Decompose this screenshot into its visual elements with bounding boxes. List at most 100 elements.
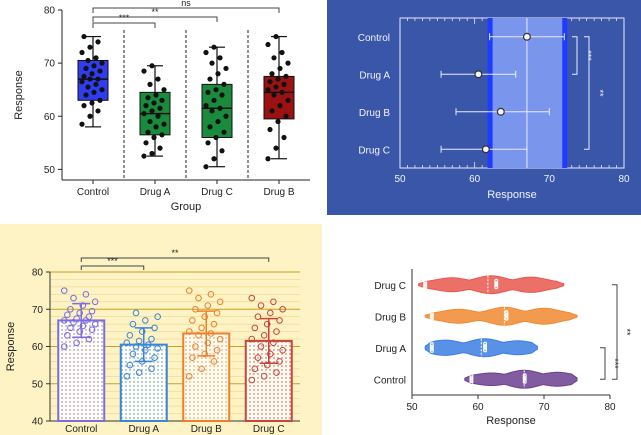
significance-bracket bbox=[80, 265, 145, 270]
errorbar-panel: Control Drug A Drug B Drug C 50 60 70 80 Respons… bbox=[327, 0, 641, 215]
data-point bbox=[149, 108, 155, 114]
data-point bbox=[87, 44, 93, 50]
data-point bbox=[91, 89, 97, 95]
data-point bbox=[429, 349, 434, 354]
data-point bbox=[129, 320, 137, 328]
data-point bbox=[76, 309, 84, 317]
data-point bbox=[275, 76, 281, 82]
boxplot-panel: 50 60 70 80 Control Drug A Drug C Drug B Respons… bbox=[0, 0, 320, 215]
data-point bbox=[83, 92, 89, 98]
data-point bbox=[73, 315, 80, 322]
y-tick-label: Drug A bbox=[375, 344, 406, 355]
data-point bbox=[263, 320, 271, 328]
data-point bbox=[143, 103, 149, 109]
data-point bbox=[185, 373, 193, 380]
x-tick-label: 70 bbox=[544, 174, 556, 185]
data-point bbox=[219, 148, 225, 154]
data-point bbox=[263, 361, 271, 369]
y-tick-label: Drug B bbox=[375, 312, 406, 323]
x-tick-label: 80 bbox=[618, 174, 630, 185]
data-point bbox=[95, 39, 101, 45]
data-point bbox=[203, 103, 209, 109]
data-point bbox=[141, 346, 149, 354]
data-point bbox=[429, 346, 434, 351]
data-point bbox=[285, 97, 291, 103]
data-point bbox=[70, 294, 77, 302]
data-point bbox=[270, 298, 277, 306]
data-point bbox=[138, 358, 146, 365]
data-point bbox=[483, 341, 488, 346]
data-point bbox=[89, 71, 95, 77]
violin-panel: 50 60 70 80 Response Drug C Drug B Drug A Contro… bbox=[327, 224, 641, 435]
data-point bbox=[88, 326, 96, 334]
data-point bbox=[260, 332, 268, 339]
data-point bbox=[429, 315, 434, 320]
data-point bbox=[213, 87, 219, 93]
significance-label: *** bbox=[610, 358, 620, 369]
data-point bbox=[266, 309, 274, 317]
data-point bbox=[251, 365, 259, 373]
data-point bbox=[135, 369, 143, 376]
data-point bbox=[504, 312, 509, 317]
data-point bbox=[76, 328, 84, 335]
data-point bbox=[248, 335, 256, 343]
y-tick-label: 80 bbox=[32, 268, 44, 279]
data-point bbox=[93, 55, 99, 61]
chart-svg: 40 50 60 70 80 Control Drug A Drug B Drug C Respo… bbox=[5, 248, 300, 435]
y-axis-title: Response bbox=[13, 70, 25, 120]
significance-label: ** bbox=[151, 7, 159, 17]
data-point bbox=[219, 92, 225, 98]
y-tick-label: Control bbox=[374, 375, 406, 386]
data-point bbox=[209, 108, 215, 114]
data-point bbox=[161, 87, 167, 93]
y-tick-label: 40 bbox=[32, 417, 44, 428]
data-point bbox=[141, 153, 147, 159]
data-point bbox=[95, 76, 101, 82]
data-point bbox=[123, 373, 131, 380]
data-point bbox=[185, 287, 193, 294]
data-point bbox=[271, 92, 277, 98]
x-tick-label: 50 bbox=[394, 174, 406, 185]
significance-label: *** bbox=[583, 50, 593, 61]
significance-bracket bbox=[612, 284, 618, 380]
data-point bbox=[87, 113, 93, 119]
data-point bbox=[145, 95, 151, 101]
data-point bbox=[423, 280, 428, 285]
data-point bbox=[207, 76, 213, 82]
data-point bbox=[267, 126, 273, 133]
data-point bbox=[198, 365, 205, 373]
data-point bbox=[135, 337, 143, 345]
band-edge-right bbox=[562, 18, 568, 168]
data-point bbox=[483, 343, 488, 348]
data-point bbox=[251, 324, 259, 332]
significance-bracket bbox=[584, 36, 590, 150]
data-point bbox=[198, 324, 205, 332]
data-point bbox=[132, 309, 140, 317]
data-point bbox=[213, 346, 221, 354]
y-tick-label: 70 bbox=[32, 305, 44, 316]
mean-point bbox=[522, 32, 531, 41]
data-point bbox=[217, 105, 223, 111]
data-point bbox=[151, 100, 157, 106]
mean-point bbox=[481, 145, 490, 154]
data-point bbox=[257, 343, 265, 350]
data-point bbox=[79, 121, 85, 127]
data-point bbox=[273, 84, 279, 90]
data-point bbox=[93, 81, 99, 87]
y-tick-label: Drug A bbox=[359, 70, 390, 81]
data-point bbox=[141, 68, 147, 74]
data-point bbox=[91, 320, 99, 328]
data-point bbox=[189, 317, 196, 324]
data-point bbox=[95, 108, 101, 114]
data-point bbox=[151, 324, 158, 332]
data-point bbox=[203, 164, 209, 170]
data-point bbox=[204, 302, 212, 309]
data-point bbox=[151, 134, 157, 141]
data-point bbox=[216, 298, 224, 306]
data-point bbox=[192, 343, 199, 350]
data-point bbox=[423, 283, 428, 288]
y-tick-label: Drug B bbox=[359, 108, 390, 119]
data-point bbox=[273, 145, 279, 151]
data-point bbox=[273, 328, 280, 335]
data-point bbox=[85, 57, 91, 64]
